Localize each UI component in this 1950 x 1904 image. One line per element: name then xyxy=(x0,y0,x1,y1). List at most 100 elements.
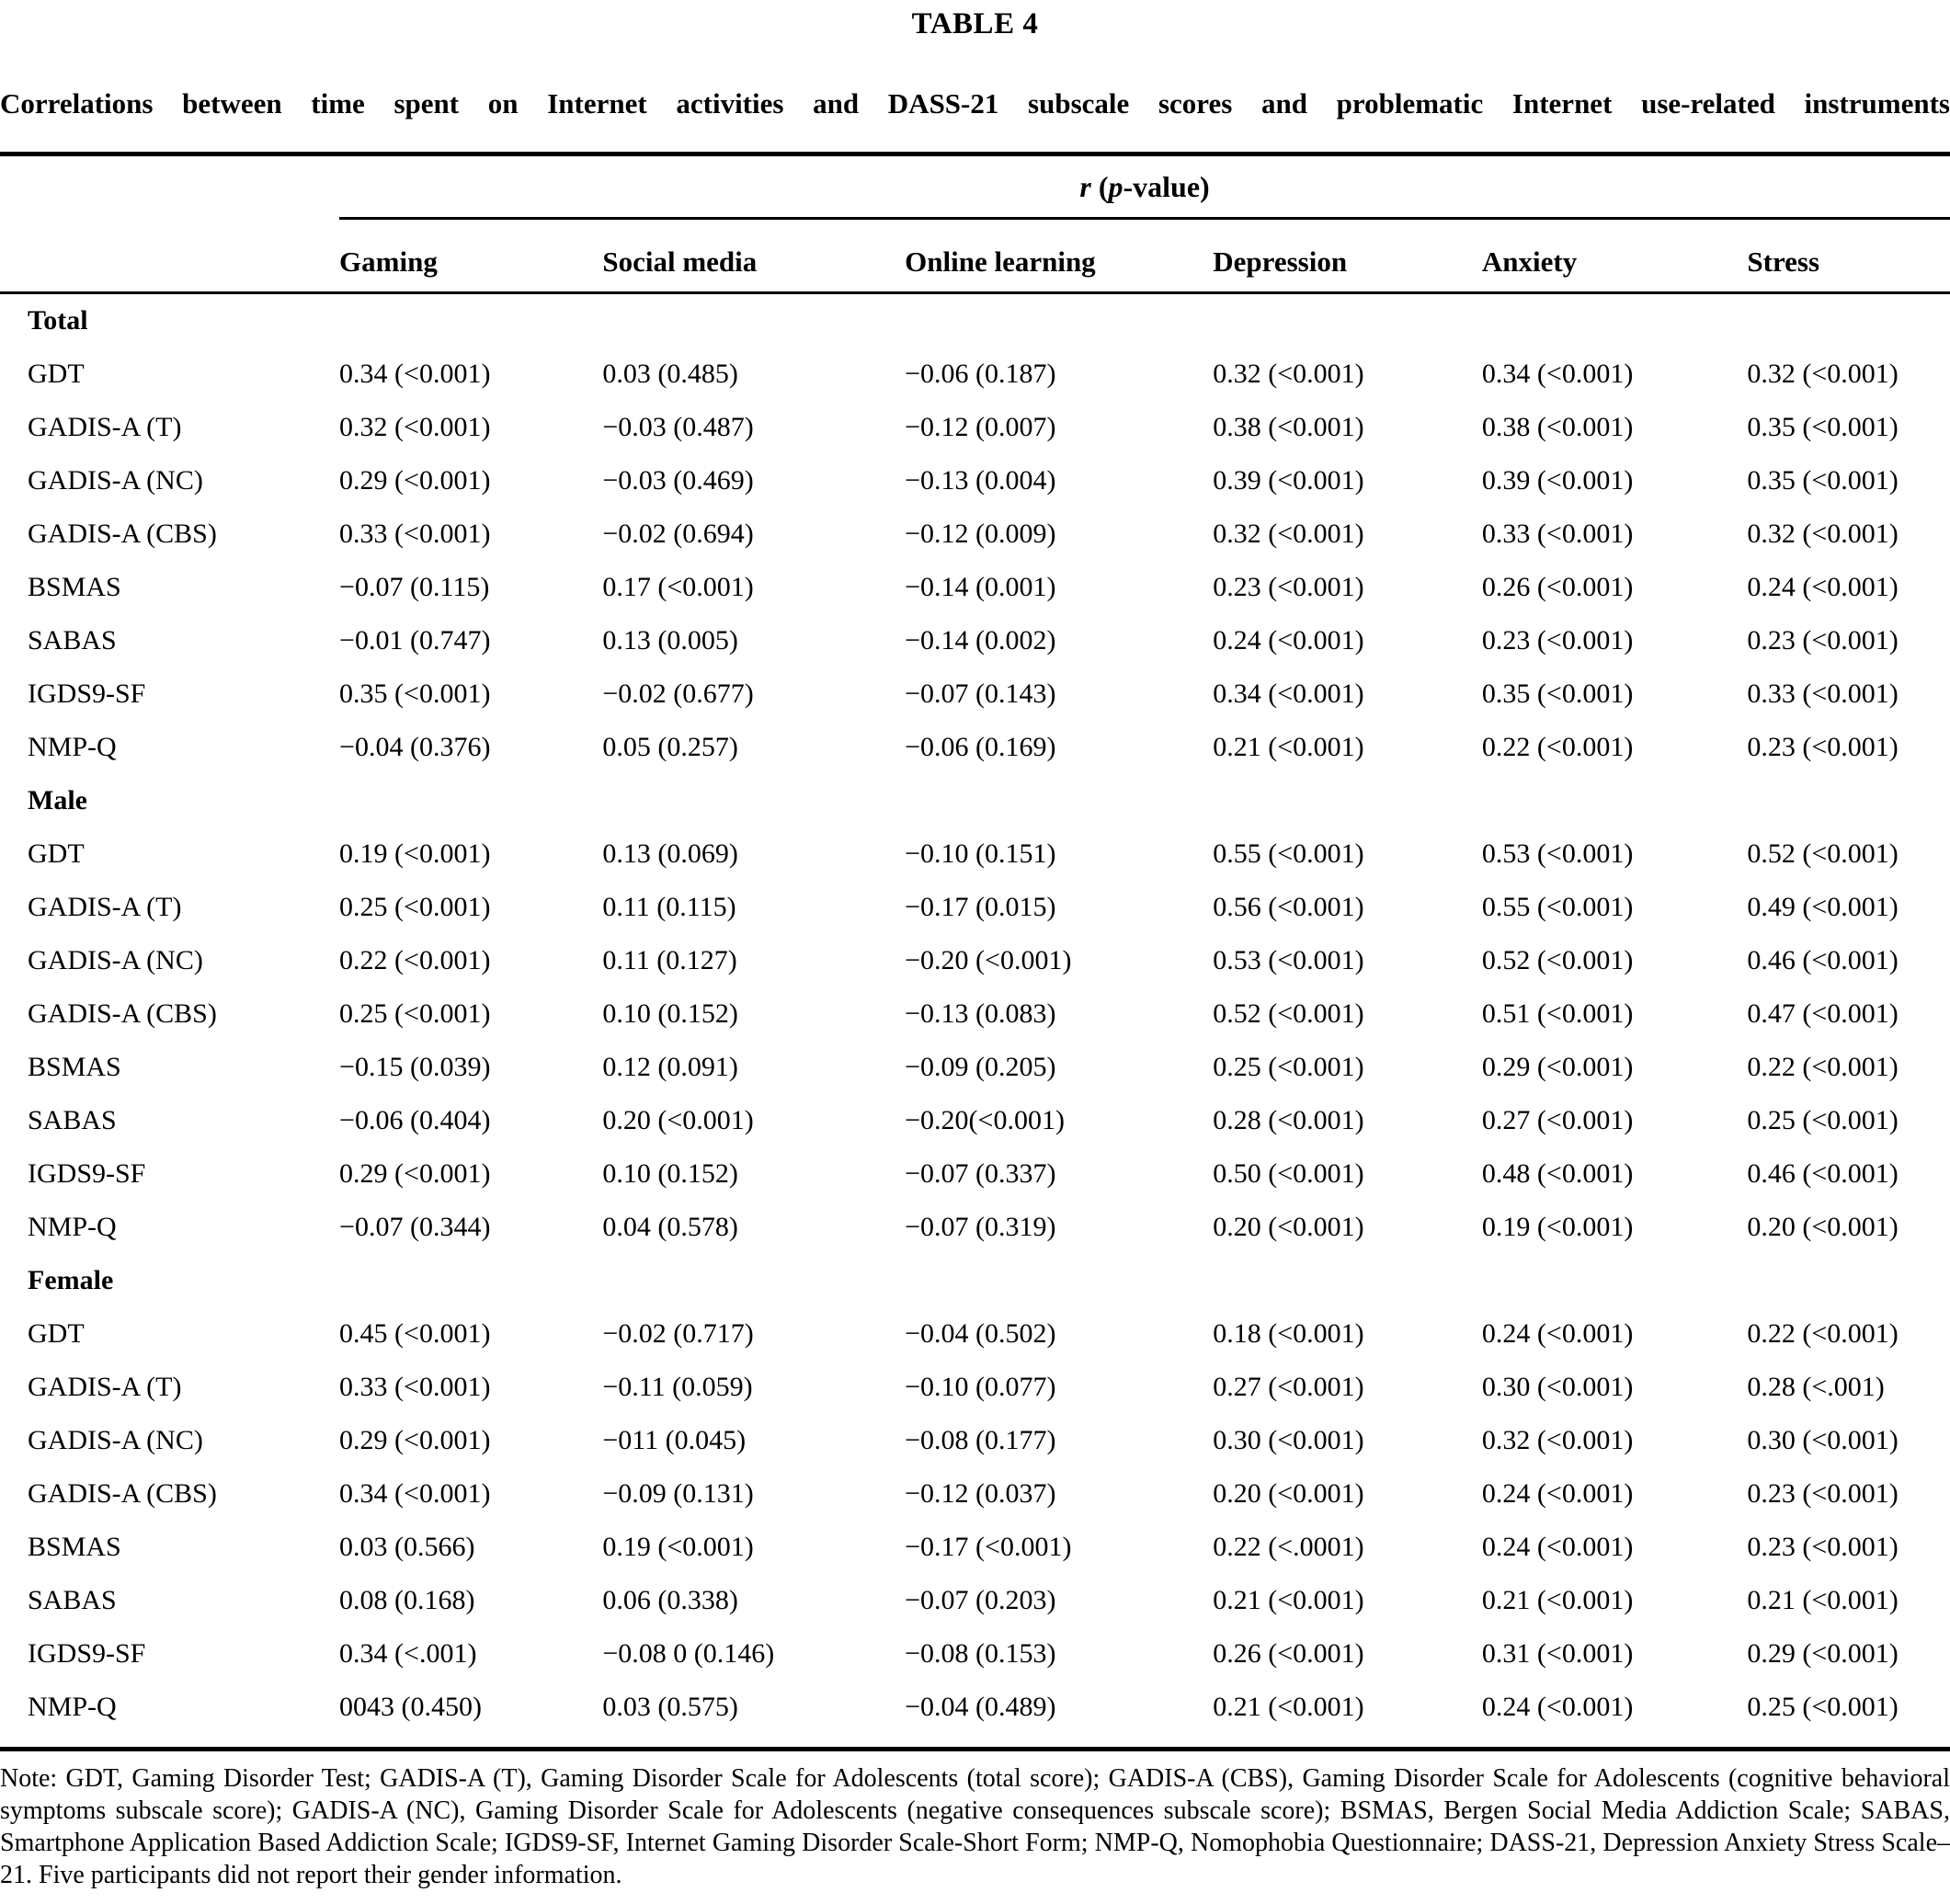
cell-value: 0.30 (<0.001) xyxy=(1481,1372,1634,1402)
row-label: GADIS-A (T) xyxy=(28,892,182,922)
cell-value: 0.20 (<0.001) xyxy=(602,1105,754,1135)
cell-value: −011 (0.045) xyxy=(602,1425,747,1455)
cell-value: 0.34 (<0.001) xyxy=(339,1478,491,1509)
cell-value: 0.32 (<0.001) xyxy=(1213,359,1364,389)
cell-value: 0.22 (<.0001) xyxy=(1213,1532,1364,1562)
section-header-row: Female xyxy=(0,1254,1950,1307)
cell-value: 0.34 (<0.001) xyxy=(1213,678,1364,709)
cell-value: 0.46 (<0.001) xyxy=(1747,1158,1899,1189)
cell-value: −0.09 (0.205) xyxy=(905,1052,1056,1082)
cell-value: 0.48 (<0.001) xyxy=(1481,1158,1634,1189)
table-row: IGDS9-SF 0.35 (<0.001) −0.02 (0.677) −0.07 … xyxy=(0,667,1950,721)
cell-value: −0.06 (0.169) xyxy=(905,732,1056,762)
table-row: SABAS −0.01 (0.747) 0.13 (0.005) −0.14 (0.0… xyxy=(0,614,1950,667)
table-row: IGDS9-SF 0.29 (<0.001) 0.10 (0.152) −0.07 (… xyxy=(0,1147,1950,1201)
cell-value: 0.25 (<0.001) xyxy=(1213,1052,1364,1082)
row-label: NMP-Q xyxy=(28,1212,117,1242)
cell-value: 0.18 (<0.001) xyxy=(1213,1318,1364,1349)
cell-value: 0.29 (<0.001) xyxy=(339,1158,491,1189)
cell-value: 0.39 (<0.001) xyxy=(1213,465,1364,496)
cell-value: 0.38 (<0.001) xyxy=(1481,412,1634,442)
section-header-row: Male xyxy=(0,774,1950,827)
cell-value: 0.22 (<0.001) xyxy=(339,945,491,975)
cell-value: −0.10 (0.151) xyxy=(905,838,1056,869)
cell-value: 0.11 (0.127) xyxy=(602,945,737,975)
cell-value: 0.24 (<0.001) xyxy=(1747,572,1899,602)
cell-value: 0.51 (<0.001) xyxy=(1481,998,1634,1029)
cell-value: −0.10 (0.077) xyxy=(905,1372,1056,1402)
cell-value: 0.52 (<0.001) xyxy=(1481,945,1634,975)
cell-value: 0.24 (<0.001) xyxy=(1481,1692,1634,1722)
table-row: NMP-Q −0.07 (0.344) 0.04 (0.578) −0.07 (0.3… xyxy=(0,1201,1950,1254)
cell-value: 0.47 (<0.001) xyxy=(1747,998,1899,1029)
cell-value: 0.29 (<0.001) xyxy=(1481,1052,1634,1082)
cell-value: −0.08 (0.153) xyxy=(905,1638,1056,1669)
row-label: BSMAS xyxy=(28,1532,121,1562)
cell-value: 0.05 (0.257) xyxy=(602,732,738,762)
row-label: IGDS9-SF xyxy=(28,1158,146,1189)
cell-value: 0.11 (0.115) xyxy=(602,892,736,922)
cell-value: 0.56 (<0.001) xyxy=(1213,892,1364,922)
table-row: IGDS9-SF 0.34 (<.001) −0.08 0 (0.146) −0.08… xyxy=(0,1627,1950,1681)
cell-value: −0.06 (0.187) xyxy=(905,359,1056,389)
cell-value: 0.25 (<0.001) xyxy=(339,892,491,922)
cell-value: 0.29 (<0.001) xyxy=(339,1425,491,1455)
cell-value: 0.31 (<0.001) xyxy=(1481,1638,1634,1669)
table-row: BSMAS −0.15 (0.039) 0.12 (0.091) −0.09 (0.2… xyxy=(0,1041,1950,1094)
section-name: Total xyxy=(28,305,88,336)
cell-value: 0.34 (<0.001) xyxy=(339,359,491,389)
table-number-label: TABLE 4 xyxy=(911,7,1039,40)
cell-value: 0.20 (<0.001) xyxy=(1747,1212,1899,1242)
cell-value: 0.03 (0.485) xyxy=(602,359,738,389)
cell-value: 0.19 (<0.001) xyxy=(1481,1212,1634,1242)
cell-value: 0.35 (<0.001) xyxy=(1747,412,1899,442)
cell-value: 0.25 (<0.001) xyxy=(339,998,491,1029)
cell-value: 0.29 (<0.001) xyxy=(339,465,491,496)
cell-value: 0.21 (<0.001) xyxy=(1213,732,1364,762)
cell-value: −0.01 (0.747) xyxy=(339,625,491,656)
row-label: GADIS-A (NC) xyxy=(28,1425,203,1455)
cell-value: 0.21 (<0.001) xyxy=(1213,1692,1364,1722)
cell-value: 0.53 (<0.001) xyxy=(1481,838,1634,869)
row-label: NMP-Q xyxy=(28,732,117,762)
cell-value: 0.26 (<0.001) xyxy=(1213,1638,1364,1669)
bottom-rule xyxy=(0,1747,1950,1751)
cell-value: 0.49 (<0.001) xyxy=(1747,892,1899,922)
cell-value: −0.02 (0.694) xyxy=(602,519,754,549)
table-row: BSMAS −0.07 (0.115) 0.17 (<0.001) −0.14 (0.… xyxy=(0,561,1950,614)
cell-value: 0.25 (<0.001) xyxy=(1747,1105,1899,1135)
cell-value: 0.24 (<0.001) xyxy=(1481,1478,1634,1509)
table-row: GDT 0.19 (<0.001) 0.13 (0.069) −0.10 (0.151… xyxy=(0,827,1950,881)
cell-value: 0.24 (<0.001) xyxy=(1481,1532,1634,1562)
cell-value: 0.21 (<0.001) xyxy=(1747,1585,1899,1615)
table-row: GADIS-A (T) 0.33 (<0.001) −0.11 (0.059) −0.… xyxy=(0,1361,1950,1414)
r-p-value-spanner-label: r (p-value) xyxy=(339,170,1950,204)
row-label: BSMAS xyxy=(28,1052,121,1082)
column-spanner-row: r (p-value) xyxy=(0,156,1950,217)
table-row: GADIS-A (NC) 0.29 (<0.001) −0.03 (0.469) −0… xyxy=(0,454,1950,507)
cell-value: 0.32 (<0.001) xyxy=(1747,359,1899,389)
table-row: SABAS −0.06 (0.404) 0.20 (<0.001) −0.20(<0.… xyxy=(0,1094,1950,1147)
cell-value: −0.07 (0.203) xyxy=(905,1585,1056,1615)
table-row: GADIS-A (CBS) 0.25 (<0.001) 0.10 (0.152) −0… xyxy=(0,987,1950,1041)
cell-value: −0.09 (0.131) xyxy=(602,1478,754,1509)
p-symbol: p xyxy=(1108,169,1123,203)
cell-value: 0.03 (0.575) xyxy=(602,1692,738,1722)
cell-value: 0.24 (<0.001) xyxy=(1213,625,1364,656)
column-header-online-learning: Online learning xyxy=(905,245,1096,278)
cell-value: 0.33 (<0.001) xyxy=(1481,519,1634,549)
cell-value: 0.23 (<0.001) xyxy=(1481,625,1634,656)
cell-value: 0.10 (0.152) xyxy=(602,998,738,1029)
table-row: NMP-Q −0.04 (0.376) 0.05 (0.257) −0.06 (0.1… xyxy=(0,721,1950,774)
cell-value: −0.07 (0.115) xyxy=(339,572,490,602)
cell-value: 0.22 (<0.001) xyxy=(1481,732,1634,762)
cell-value: 0.17 (<0.001) xyxy=(602,572,754,602)
row-label: GADIS-A (CBS) xyxy=(28,519,217,549)
row-label: NMP-Q xyxy=(28,1692,117,1722)
cell-value: 0.28 (<0.001) xyxy=(1213,1105,1364,1135)
cell-value: 0.28 (<.001) xyxy=(1747,1372,1885,1402)
row-label: GDT xyxy=(28,1318,85,1349)
row-label: GADIS-A (T) xyxy=(28,1372,182,1402)
table-title: Correlations between time spent on Inter… xyxy=(0,87,1950,120)
